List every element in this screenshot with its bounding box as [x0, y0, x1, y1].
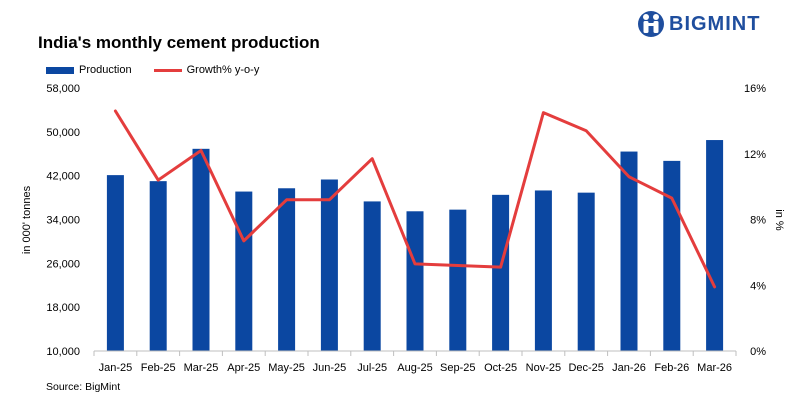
y2-axis-label: in % [773, 209, 785, 231]
x-tick-label: Mar-26 [697, 362, 732, 374]
y2-tick-label: 0% [750, 346, 766, 358]
legend-label-growth: Growth% y-o-y [186, 64, 260, 76]
axes: Jan-25 Feb-25 Mar-25 Apr-25 May-25 Jun-25 Jul-… [46, 83, 766, 374]
x-tick-label: Aug-25 [397, 362, 432, 374]
production-bar [663, 160, 681, 351]
y2-tick-label: 16% [744, 83, 766, 95]
production-bar [492, 194, 510, 351]
x-tick-label: Dec-25 [568, 362, 603, 374]
chart-title: India's monthly cement production [38, 33, 320, 52]
production-bar [278, 188, 296, 351]
growth-line [113, 109, 717, 289]
x-tick-label: Sep-25 [440, 362, 475, 374]
legend: Production Growth% y-o-y [46, 64, 281, 76]
production-bar [534, 190, 552, 351]
production-bar [320, 179, 338, 351]
x-tick-label: Nov-25 [526, 362, 561, 374]
y2-tick-label: 4% [750, 280, 766, 292]
production-bar [449, 209, 467, 351]
y-axis-label: in 000' tonnes [21, 185, 33, 254]
y-tick-label: 42,000 [46, 171, 80, 183]
x-tick-label: Jul-25 [357, 362, 387, 374]
growth-series-line [113, 109, 717, 289]
x-tick-label: Jun-25 [313, 362, 347, 374]
y-tick-label: 26,000 [46, 258, 80, 270]
production-bar [149, 181, 167, 351]
production-bar [106, 175, 124, 351]
legend-item-production: Production [46, 64, 132, 76]
brand-logo: BIGMINT [637, 8, 760, 40]
bigmint-logo-icon [638, 11, 664, 37]
source-note: Source: BigMint [46, 381, 121, 393]
y2-tick-label: 8% [750, 215, 766, 227]
y-tick-label: 34,000 [46, 215, 80, 227]
x-tick-label: Feb-26 [654, 362, 689, 374]
production-bar [192, 148, 210, 351]
y-tick-label: 18,000 [46, 302, 80, 314]
production-bar [363, 201, 381, 351]
y-tick-label: 10,000 [46, 346, 80, 358]
x-tick-label: Jan-26 [612, 362, 646, 374]
production-bar [620, 151, 638, 351]
x-tick-label: Jan-25 [99, 362, 133, 374]
x-tick-label: Oct-25 [484, 362, 517, 374]
x-tick-label: May-25 [268, 362, 305, 374]
legend-swatch-production [46, 66, 74, 74]
y-tick-label: 50,000 [46, 127, 80, 139]
brand-name: BIGMINT [669, 12, 761, 35]
legend-item-growth: Growth% y-o-y [153, 64, 260, 76]
x-tick-label: Mar-25 [184, 362, 219, 374]
production-bar [577, 192, 595, 351]
production-bar [406, 211, 424, 351]
y-tick-label: 58,000 [46, 83, 80, 95]
y2-tick-label: 12% [744, 149, 766, 161]
production-bar [706, 140, 724, 351]
production-bars [106, 140, 724, 351]
x-tick-label: Apr-25 [227, 362, 260, 374]
production-bar [235, 191, 253, 351]
legend-swatch-growth [153, 68, 182, 72]
legend-label-production: Production [79, 64, 132, 76]
x-tick-label: Feb-25 [141, 362, 176, 374]
